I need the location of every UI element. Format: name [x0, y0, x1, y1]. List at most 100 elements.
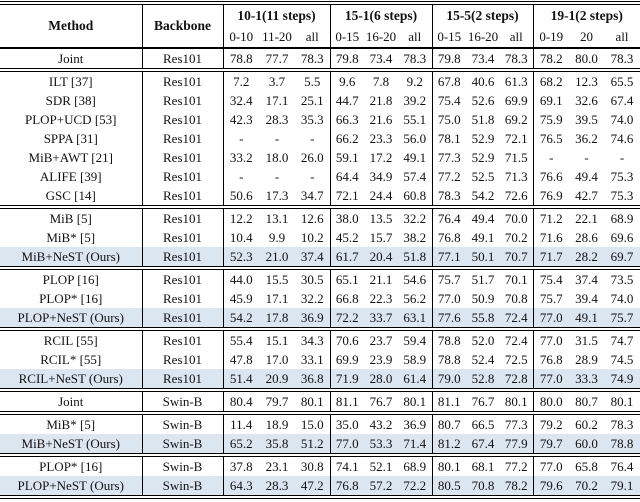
value-cell: 35.3	[300, 111, 324, 127]
table-row: MiB* [5] Swin-B 11.4 18.9 15.0 35.0 43.2 36.9 80…	[0, 413, 640, 434]
value-cell: 80.1	[610, 393, 634, 409]
value-cell: 54.2	[471, 187, 495, 203]
subcol-header: 0-19	[532, 27, 569, 48]
table-row: RCIL* [55] Res101 47.8 17.0 33.1 69.9 23.9 58.9…	[0, 350, 640, 369]
value-cell: 63.1	[398, 308, 432, 329]
value-cell: 9.6	[329, 70, 364, 91]
value-cell: 78.3	[610, 50, 634, 66]
method-cell: SPPA [31]	[43, 130, 98, 146]
value-cell: 71.2	[532, 207, 569, 228]
backbone-cell: Res101	[141, 207, 223, 228]
value-cell: 68.1	[471, 458, 495, 474]
value-cell: 70.1	[504, 271, 528, 287]
value-cell: 75.9	[532, 110, 569, 129]
value-cell: 74.7	[610, 332, 634, 348]
value-cell: 42.7	[575, 187, 598, 203]
value-cell: 60.0	[569, 434, 604, 455]
value-cell: 32.2	[300, 290, 324, 306]
value-cell: -	[532, 148, 569, 167]
table-row: SPPA [31] Res101- - -66.2 23.3 56.0 78.1 52.9 72…	[0, 129, 640, 148]
subcol-header: all	[509, 29, 523, 44]
value-cell: 78.8	[604, 434, 640, 455]
value-cell: 65.8	[575, 458, 598, 474]
value-cell: 77.2	[431, 167, 466, 186]
value-cell: -	[310, 168, 315, 184]
backbone-cell: Res101	[141, 186, 223, 207]
value-cell: 71.9	[329, 369, 364, 390]
backbone-cell: Swin-B	[141, 476, 223, 497]
method-cell: PLOP+NeST (Ours)	[0, 476, 142, 497]
value-cell: 17.1	[265, 290, 289, 306]
value-cell: 66.2	[329, 129, 364, 148]
table-section-4: PLOP [16] Res101 44.0 15.5 30.5 65.1 21.1 54.6 7…	[0, 268, 640, 329]
value-cell: 65.1	[329, 268, 364, 289]
value-cell: 72.5	[504, 351, 528, 367]
value-cell: 52.6	[471, 92, 495, 108]
subcol-header: 0-15	[431, 27, 466, 48]
value-cell: 72.1	[329, 186, 364, 207]
value-cell: 75.0	[431, 110, 466, 129]
value-cell: 78.3	[403, 50, 427, 66]
value-cell: 9.2	[406, 73, 423, 89]
value-cell: 54.2	[222, 308, 259, 329]
value-cell: 71.6	[532, 228, 569, 247]
value-cell: 72.8	[500, 369, 533, 390]
value-cell: 77.7	[265, 50, 289, 66]
value-cell: 69.1	[532, 91, 569, 110]
subcol-header: 16-20	[365, 29, 397, 44]
value-cell: 37.4	[295, 247, 330, 268]
value-cell: 80.0	[532, 390, 569, 413]
value-cell: 44.0	[222, 268, 259, 289]
table-row: GSC [14] Res101 50.6 17.3 34.7 72.1 24.4 60.8 78…	[0, 186, 640, 207]
value-cell: 78.3	[300, 50, 324, 66]
value-cell: 52.9	[471, 149, 495, 165]
table-row: PLOP+NeST (Ours) Res101 54.2 17.8 36.9 72.2 33…	[0, 308, 640, 329]
value-cell: 55.4	[222, 329, 259, 350]
value-cell: 49.1	[569, 308, 604, 329]
col-header-method: Method	[48, 18, 94, 33]
value-cell: -	[274, 130, 280, 146]
backbone-cell: Res101	[141, 228, 223, 247]
value-cell: 77.0	[532, 455, 569, 476]
value-cell: 70.8	[466, 476, 500, 497]
value-cell: 55.1	[403, 111, 427, 127]
value-cell: 5.5	[304, 73, 321, 89]
value-cell: 68.9	[403, 458, 427, 474]
value-cell: 10.2	[300, 229, 324, 245]
table-row: ALIFE [39] Res101- - -64.4 34.9 57.4 77.2 52.5 7…	[0, 167, 640, 186]
value-cell: 56.0	[403, 130, 427, 146]
backbone-cell: Swin-B	[141, 390, 223, 413]
method-cell: RCIL+NeST (Ours)	[0, 369, 142, 390]
value-cell: 78.3	[431, 186, 466, 207]
value-cell: 70.2	[504, 229, 528, 245]
method-cell: Joint	[58, 50, 84, 66]
value-cell: 18.9	[265, 416, 289, 432]
value-cell: 71.7	[532, 247, 569, 268]
value-cell: 70.6	[329, 329, 364, 350]
value-cell: 36.9	[403, 416, 427, 432]
value-cell: 24.4	[369, 187, 393, 203]
backbone-cell: Swin-B	[141, 455, 223, 476]
table-section-3: MiB [5] Res101 12.2 13.1 12.6 38.0 13.5 32.2 76.…	[0, 207, 640, 268]
subcol-header: all	[408, 29, 422, 44]
value-cell: 79.8	[329, 48, 364, 70]
value-cell: 77.6	[431, 308, 466, 329]
value-cell: 66.5	[471, 416, 495, 432]
value-cell: 12.3	[575, 73, 598, 89]
value-cell: 36.2	[575, 130, 598, 146]
method-cell: PLOP+UCD [53]	[25, 111, 117, 127]
table-row: MiB+NeST (Ours) Swin-B 65.2 35.8 51.2 77.0 53.…	[0, 434, 640, 455]
value-cell: 72.2	[398, 476, 432, 497]
value-cell: 15.1	[265, 332, 289, 348]
value-cell: 72.6	[504, 187, 528, 203]
method-cell: MiB* [5]	[46, 229, 96, 245]
table-header: Method Backbone 10-1(11 steps) 15-1(6 st…	[0, 3, 640, 48]
table-section-6: Joint Swin-B 80.4 79.7 80.1 81.1 76.7 80.1 81.1 7…	[0, 390, 640, 413]
value-cell: 49.1	[471, 229, 495, 245]
value-cell: 52.3	[222, 247, 259, 268]
backbone-cell: Res101	[141, 329, 223, 350]
value-cell: 54.6	[403, 271, 427, 287]
value-cell: 17.1	[265, 92, 289, 108]
value-cell: 20.4	[364, 247, 398, 268]
value-cell: 75.4	[431, 91, 466, 110]
